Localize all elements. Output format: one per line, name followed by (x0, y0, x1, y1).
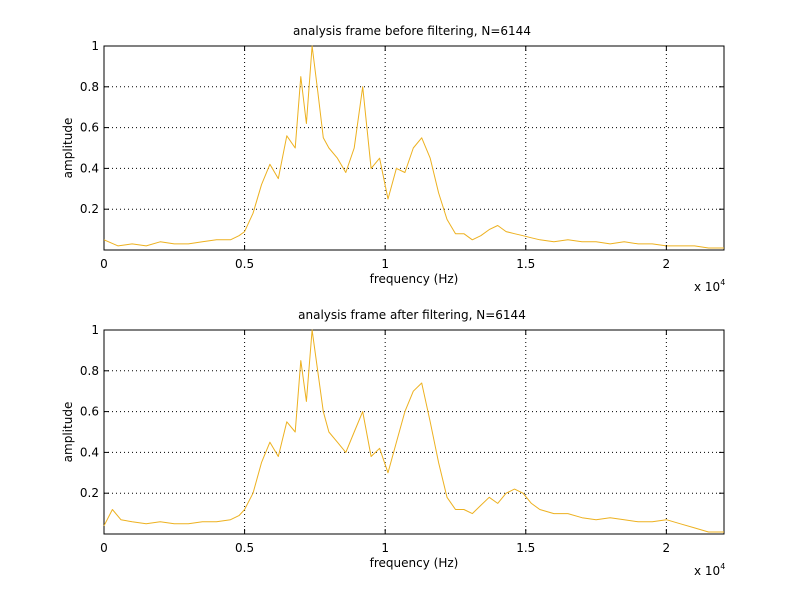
y-tick-label-bottom: 0.6 (80, 405, 99, 419)
subplot-top: analysis frame before filtering, N=6144 … (61, 24, 725, 294)
subplot-bottom: analysis frame after filtering, N=6144 0… (61, 308, 725, 578)
x-exponent-prefix-bottom: x 10 (694, 564, 720, 578)
series-line-top (103, 45, 724, 249)
x-ticks-bottom: 0 0.5 1 1.5 2 (100, 330, 670, 555)
x-axis-label-top: frequency (Hz) (370, 272, 459, 286)
y-tick-label-top: 0.4 (80, 161, 99, 175)
y-tick-label-top: 0.6 (80, 121, 99, 135)
x-tick-label-bottom: 2 (663, 541, 671, 555)
plot-area-top (103, 45, 725, 251)
x-tick-label-top: 0 (100, 257, 108, 271)
y-axis-label-top: amplitude (61, 118, 75, 179)
grid-bottom (104, 330, 724, 534)
x-exponent-power-top: 4 (720, 278, 725, 287)
x-tick-label-bottom: 0.5 (235, 541, 254, 555)
x-tick-label-top: 1.5 (516, 257, 535, 271)
x-tick-label-top: 2 (663, 257, 671, 271)
x-tick-label-top: 1 (381, 257, 389, 271)
y-tick-label-bottom: 0.2 (80, 486, 99, 500)
series-line-bottom (103, 329, 724, 533)
y-axis-label-bottom: amplitude (61, 402, 75, 463)
y-tick-label-bottom: 0.4 (80, 445, 99, 459)
series-bottom (103, 329, 724, 533)
plot-area-bottom (103, 329, 725, 535)
y-tick-label-top: 1 (91, 39, 99, 53)
chart-title-top: analysis frame before filtering, N=6144 (293, 24, 531, 38)
y-tick-label-top: 0.8 (80, 80, 99, 94)
x-ticks-top: 0 0.5 1 1.5 2 (100, 46, 670, 271)
series-top (103, 45, 724, 249)
x-exponent-bottom: x 104 (694, 562, 725, 578)
x-tick-label-top: 0.5 (235, 257, 254, 271)
x-tick-label-bottom: 0 (100, 541, 108, 555)
y-tick-label-bottom: 1 (91, 323, 99, 337)
x-exponent-prefix-top: x 10 (694, 280, 720, 294)
y-tick-label-bottom: 0.8 (80, 364, 99, 378)
y-ticks-bottom: 0.2 0.4 0.6 0.8 1 (80, 323, 724, 500)
x-exponent-top: x 104 (694, 278, 725, 294)
y-ticks-top: 0.2 0.4 0.6 0.8 1 (80, 39, 724, 216)
grid-top (104, 46, 724, 250)
y-tick-label-top: 0.2 (80, 202, 99, 216)
x-axis-label-bottom: frequency (Hz) (370, 556, 459, 570)
x-tick-label-bottom: 1 (381, 541, 389, 555)
x-tick-label-bottom: 1.5 (516, 541, 535, 555)
x-exponent-power-bottom: 4 (720, 562, 725, 571)
chart-title-bottom: analysis frame after filtering, N=6144 (298, 308, 526, 322)
